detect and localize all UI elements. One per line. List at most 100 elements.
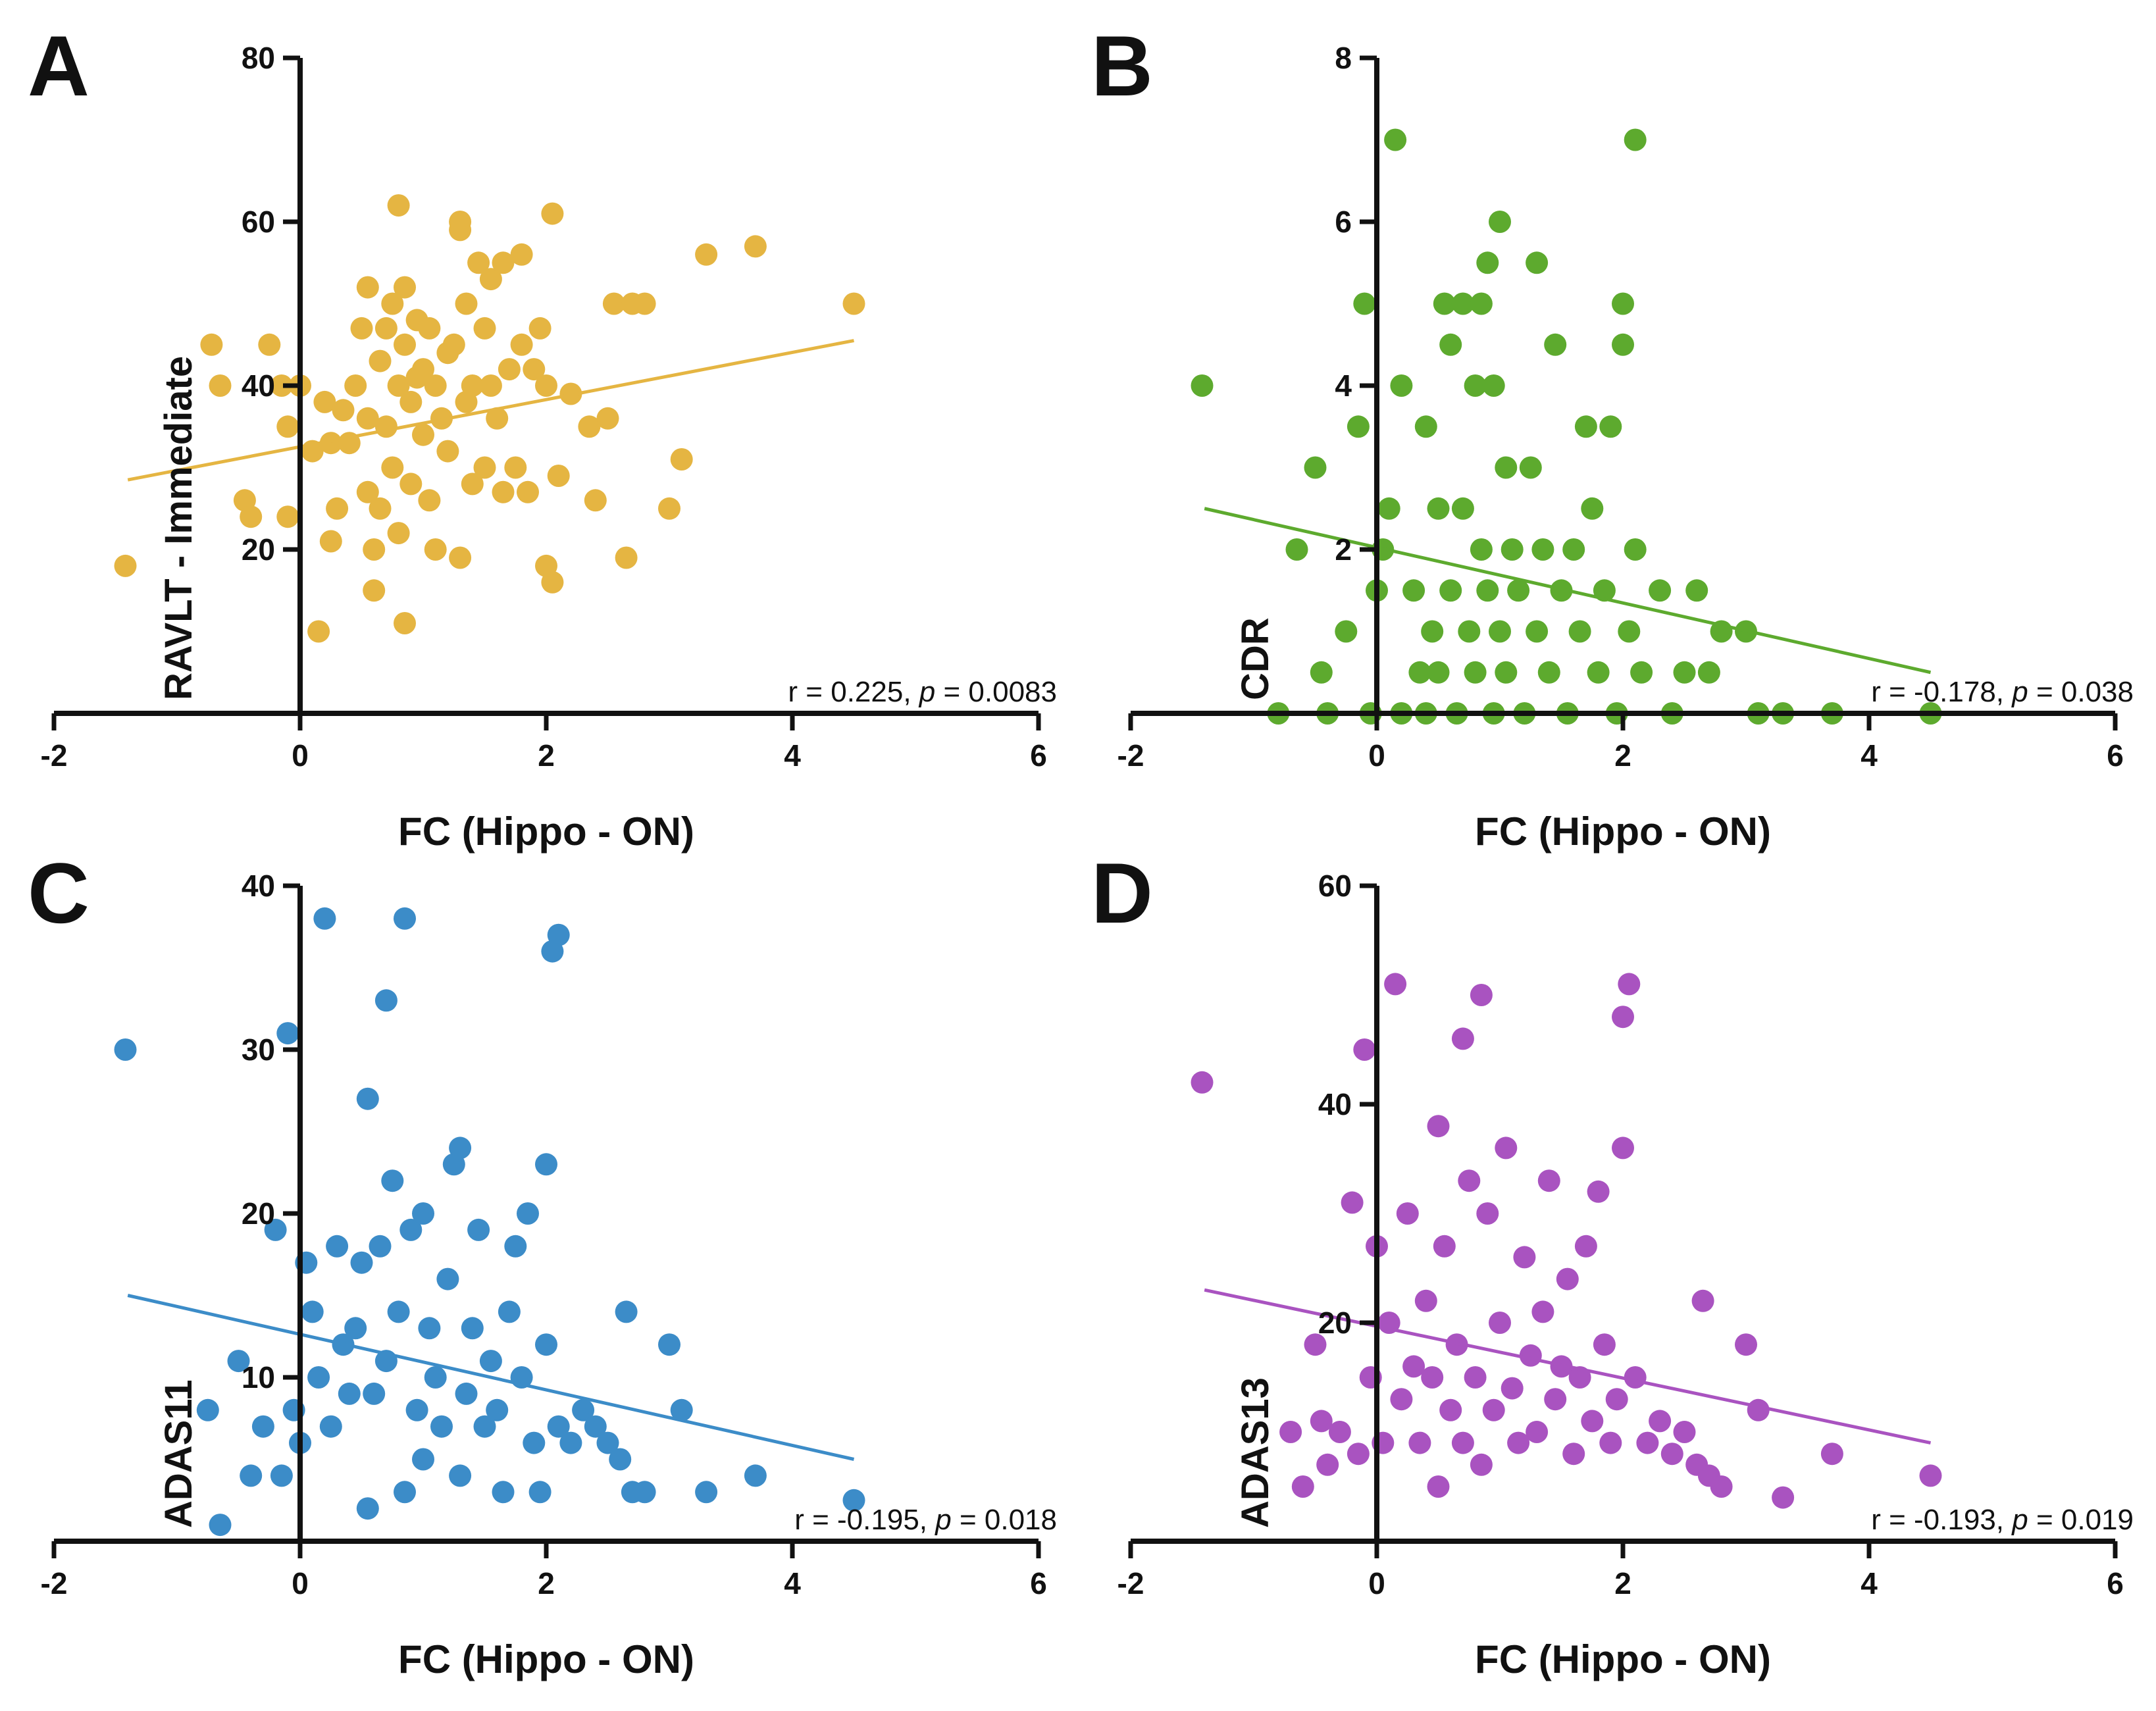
- data-point: [1414, 1289, 1437, 1312]
- data-point: [517, 480, 539, 503]
- data-point: [369, 1235, 392, 1258]
- data-point: [1470, 292, 1493, 315]
- data-point: [1574, 1235, 1597, 1258]
- data-point: [547, 465, 570, 487]
- data-point: [1464, 1366, 1487, 1389]
- data-point: [1587, 661, 1610, 684]
- y-tick-label: 20: [242, 532, 275, 567]
- data-point: [1599, 1431, 1622, 1454]
- data-point: [442, 333, 465, 356]
- data-point: [394, 612, 416, 634]
- data-point: [319, 1415, 342, 1438]
- data-point: [1519, 456, 1542, 479]
- data-point: [1612, 1006, 1634, 1029]
- stat-r: r = 0.225,: [788, 676, 919, 708]
- data-point: [1310, 1410, 1333, 1433]
- data-point: [196, 1398, 219, 1421]
- data-point: [436, 1267, 459, 1290]
- data-point: [1649, 579, 1672, 602]
- data-point: [1691, 1289, 1714, 1312]
- data-point: [1458, 1169, 1481, 1192]
- panel-letter: D: [1091, 845, 1153, 941]
- data-point: [528, 317, 552, 340]
- data-point: [1526, 620, 1549, 643]
- data-point: [695, 1481, 718, 1504]
- data-point: [1660, 1443, 1683, 1466]
- data-point: [394, 907, 416, 930]
- data-point: [240, 505, 263, 528]
- data-point: [1408, 661, 1431, 684]
- data-point: [615, 546, 638, 569]
- stat-p-label: p: [918, 676, 935, 708]
- data-point: [1507, 579, 1530, 602]
- data-point: [1402, 579, 1425, 602]
- data-point: [473, 1415, 496, 1438]
- data-point: [1568, 620, 1591, 643]
- data-point: [1377, 497, 1400, 520]
- x-tick-label: 4: [784, 1566, 801, 1600]
- data-point: [387, 1300, 410, 1323]
- data-point: [1612, 333, 1634, 356]
- data-point: [1495, 661, 1518, 684]
- data-point: [270, 1464, 293, 1487]
- data-point: [1495, 456, 1518, 479]
- x-tick-label: -2: [1117, 1566, 1144, 1600]
- data-point: [492, 480, 515, 503]
- data-point: [1421, 620, 1444, 643]
- x-tick-label: 6: [2107, 1566, 2124, 1600]
- data-point: [1599, 415, 1622, 438]
- data-point: [584, 1415, 607, 1438]
- data-point: [467, 251, 490, 274]
- x-tick-label: 6: [1030, 738, 1047, 773]
- data-point: [313, 907, 336, 930]
- regression-line: [127, 339, 854, 482]
- data-point: [1433, 292, 1456, 315]
- data-point: [1649, 1410, 1672, 1433]
- data-point: [1470, 538, 1493, 561]
- data-point: [1612, 1136, 1634, 1160]
- data-point: [307, 620, 330, 643]
- y-axis-title: ADAS11: [157, 1379, 200, 1528]
- x-tick-label: 2: [1614, 1566, 1631, 1600]
- x-tick-label: 0: [1368, 1566, 1385, 1600]
- data-points: [114, 907, 865, 1537]
- data-point: [1191, 374, 1214, 397]
- data-point: [1537, 1169, 1560, 1192]
- data-point: [114, 1038, 137, 1061]
- data-point: [1630, 661, 1653, 684]
- data-point: [1593, 1333, 1616, 1356]
- data-point: [381, 292, 404, 315]
- data-point: [1464, 661, 1487, 684]
- data-point: [449, 218, 472, 242]
- stat-p-value: = 0.038: [2028, 676, 2134, 708]
- data-point: [633, 1481, 656, 1504]
- data-point: [374, 415, 398, 438]
- stat-p-label: p: [2011, 676, 2028, 708]
- x-axis-title: FC (Hippo - ON): [398, 1637, 694, 1681]
- data-point: [615, 1300, 638, 1323]
- data-point: [695, 243, 718, 266]
- data-point: [363, 1382, 386, 1405]
- data-point: [1470, 984, 1493, 1006]
- y-tick-label: 6: [1335, 205, 1352, 239]
- data-point: [658, 497, 680, 520]
- data-point: [387, 194, 410, 217]
- data-point: [1618, 973, 1641, 996]
- stat-p-label: p: [2011, 1504, 2028, 1536]
- regression-line: [1204, 507, 1932, 675]
- data-point: [1279, 1421, 1302, 1443]
- data-point: [356, 276, 379, 299]
- data-point: [535, 374, 557, 397]
- data-point: [1439, 579, 1462, 602]
- data-point: [332, 399, 355, 422]
- data-point: [1489, 620, 1511, 643]
- data-point: [1476, 251, 1499, 274]
- data-point: [467, 1218, 490, 1241]
- data-point: [523, 358, 546, 381]
- data-point: [541, 571, 564, 594]
- data-point: [510, 333, 533, 356]
- data-point: [1353, 1038, 1376, 1061]
- data-point: [1531, 538, 1554, 561]
- stat-r: r = -0.193,: [1871, 1504, 2012, 1536]
- x-axis-title: FC (Hippo - ON): [398, 809, 694, 854]
